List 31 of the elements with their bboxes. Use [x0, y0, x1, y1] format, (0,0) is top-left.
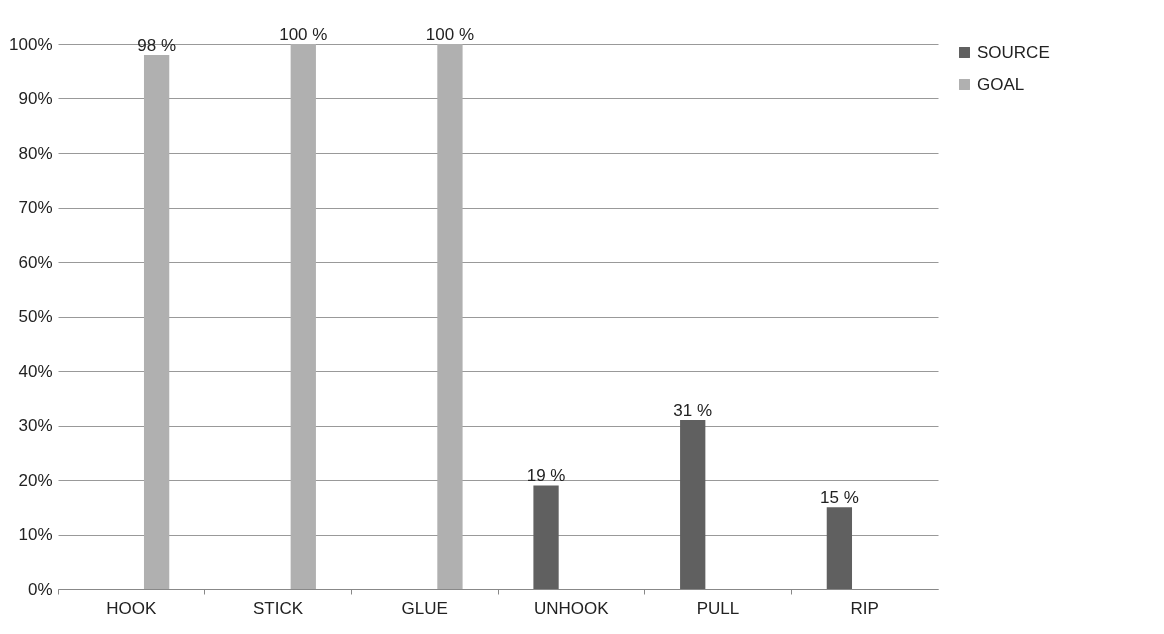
y-tick-label: 10%	[18, 525, 53, 544]
y-tick-label: 30%	[18, 416, 53, 435]
x-tick-label: GLUE	[401, 598, 448, 618]
y-tick-label: 20%	[18, 470, 53, 490]
x-tick-label: STICK	[252, 598, 304, 618]
y-tick-label: 60%	[18, 252, 53, 272]
bar	[143, 54, 170, 589]
x-tick-label: RIP	[850, 598, 879, 618]
x-tick-label: PULL	[696, 598, 740, 618]
bar	[437, 44, 463, 589]
data-label: 98 %	[137, 35, 176, 55]
y-tick-label: 80%	[18, 143, 53, 163]
data-label: 100 %	[425, 25, 475, 44]
y-tick-label: 100%	[9, 34, 53, 54]
y-tick-label: 90%	[18, 89, 53, 108]
y-tick-label: 0%	[27, 579, 53, 599]
data-label: 15 %	[820, 488, 859, 508]
legend-label: SOURCE	[977, 42, 1050, 62]
data-label: 19 %	[526, 466, 566, 486]
y-tick-label: 70%	[18, 198, 53, 217]
x-tick-label: UNHOOK	[534, 598, 610, 618]
bar	[826, 507, 853, 589]
bar	[680, 420, 706, 589]
bar	[290, 44, 316, 589]
y-tick-label: 50%	[18, 307, 53, 326]
bar	[533, 485, 559, 589]
y-tick-label: 40%	[18, 361, 53, 381]
data-label: 31 %	[673, 401, 713, 421]
legend-label: GOAL	[977, 74, 1025, 94]
data-label: 100 %	[279, 25, 328, 44]
x-tick-label: HOOK	[106, 598, 158, 618]
